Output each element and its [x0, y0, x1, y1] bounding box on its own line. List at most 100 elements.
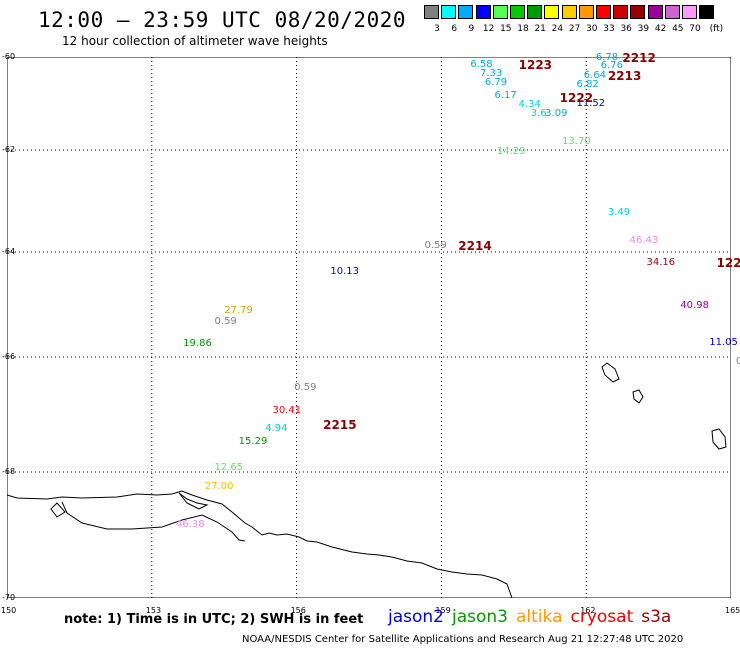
scale-swatch [578, 5, 594, 19]
legend-item: jason3 [452, 607, 508, 627]
latitude-label: -68 [2, 467, 16, 476]
wave-height-label: 46.38 [175, 518, 205, 530]
scale-label: 18 [517, 24, 529, 34]
legend-item: s3a [641, 607, 672, 627]
wave-height-label: 12.65 [214, 462, 244, 474]
wave-height-label: 30.41 [272, 404, 302, 416]
wave-height-label: 6.76 [600, 60, 623, 72]
wave-height-label: 6.79 [484, 76, 508, 88]
wave-height-label: 3.49 [607, 206, 631, 218]
scale-label: 24 [551, 24, 564, 34]
scale-swatch [544, 5, 560, 19]
wave-height-label: 4.94 [265, 423, 288, 435]
scale-unit: (ft) [709, 24, 724, 34]
wave-height-label: 3.6 [530, 108, 547, 120]
map-frame [7, 57, 731, 598]
scale-label: 3 [434, 24, 440, 34]
legend-item: jason2 [388, 607, 444, 627]
scale-label: 6 [451, 24, 458, 34]
scale-label: 15 [500, 24, 512, 34]
graticule [7, 57, 731, 598]
pass-time-label: 2214 [458, 238, 492, 253]
chart-title: 12:00 – 23:59 UTC 08/20/2020 [38, 8, 407, 32]
coastline-bay [50, 502, 66, 518]
scale-label: 30 [586, 24, 598, 34]
scale-label: 21 [534, 24, 546, 34]
island-1 [601, 362, 620, 383]
longitude-label: 165 [725, 606, 740, 615]
wave-height-label: 7.33 [480, 67, 503, 79]
wave-height-label: 40.98 [680, 300, 709, 312]
wave-height-label: 4.34 [518, 99, 541, 111]
wave-height-label: 10.13 [330, 266, 360, 277]
scale-swatch [510, 5, 525, 19]
scale-label: 39 [637, 24, 650, 34]
wave-height-label: 3.09 [545, 108, 568, 120]
wave-height-label: 19.86 [183, 337, 212, 349]
pass-time-label: 2212 [622, 51, 656, 66]
scale-label: 27 [568, 24, 581, 34]
longitude-label: 153 [145, 606, 162, 615]
wave-height-label: 0.59 [424, 239, 447, 251]
wave-height-label: 11.52 [576, 98, 606, 110]
longitude-label: 162 [580, 606, 596, 615]
scale-swatch [561, 5, 577, 19]
scale-label: 9 [468, 24, 475, 34]
island-2 [632, 389, 644, 404]
wave-height-label: 6.17 [494, 89, 517, 101]
latitude-label: -70 [2, 593, 16, 602]
coastline-main [7, 490, 513, 598]
scale-swatch [424, 5, 439, 19]
scale-label: 12 [482, 24, 495, 34]
longitude-label: 156 [290, 606, 306, 615]
wave-height-label: 13.70 [562, 136, 591, 148]
wave-height-label: 46.43 [629, 234, 659, 246]
wave-height-label: 27.79 [224, 305, 253, 317]
scale-swatch [441, 5, 457, 19]
scale-swatch [492, 5, 508, 19]
coastline-inlet [61, 501, 246, 542]
coastline-peninsula [178, 492, 209, 510]
scale-label: 36 [620, 24, 632, 34]
wave-height-label: 0.59 [214, 315, 237, 327]
scale-swatch [647, 5, 663, 19]
wave-height-label: 0. [735, 355, 740, 367]
wave-height-label: 27.00 [204, 480, 234, 492]
latitude-label: -60 [2, 52, 16, 61]
pass-time-label: 2215 [323, 418, 357, 432]
scale-swatch [613, 5, 629, 19]
scale-swatch [596, 5, 611, 19]
coastline [7, 362, 727, 598]
scale-label: 33 [603, 24, 615, 34]
footnote: note: 1) Time is in UTC; 2) SWH is in fe… [64, 612, 364, 627]
scale-swatch [527, 5, 543, 19]
map-plot-area: 6.78 6.58 6.76 7.33 6.64 6.79 6.82 6.17 11.52 4.3… [1, 51, 740, 615]
island-3 [711, 428, 727, 450]
longitude-label: 159 [435, 606, 451, 615]
pass-time-label: 2213 [607, 68, 642, 83]
scale-label: 45 [672, 24, 684, 34]
satellite-legend: jason2 jason3 altika cryosat s3a [388, 607, 679, 627]
wave-height-label: 6.82 [576, 78, 599, 90]
scale-swatch [682, 5, 697, 19]
scale-label: 70 [689, 24, 701, 34]
longitude-label: 150 [1, 606, 17, 615]
wave-height-label: 14.29 [496, 145, 526, 157]
scale-swatch [458, 5, 474, 19]
legend-item: altika [516, 607, 563, 627]
credit-line: NOAA/NESDIS Center for Satellite Applica… [242, 634, 684, 645]
wave-height-label: 6.78 [595, 52, 619, 64]
map-canvas [7, 57, 731, 598]
wave-height-label: 15.29 [238, 436, 268, 448]
latitude-label: -66 [2, 352, 16, 361]
pass-time-label: 1221 [716, 255, 740, 270]
latitude-label: -64 [2, 247, 16, 256]
scale-swatch [630, 5, 646, 19]
chart-subtitle: 12 hour collection of altimeter wave hei… [62, 34, 328, 48]
scale-swatch [664, 5, 680, 19]
scale-swatch [699, 5, 715, 19]
legend-item: cryosat [570, 607, 634, 627]
pass-time-label: 1223 [518, 58, 553, 73]
wave-height-label: 6.64 [583, 69, 607, 81]
pass-time-label: 1222 [559, 90, 594, 105]
